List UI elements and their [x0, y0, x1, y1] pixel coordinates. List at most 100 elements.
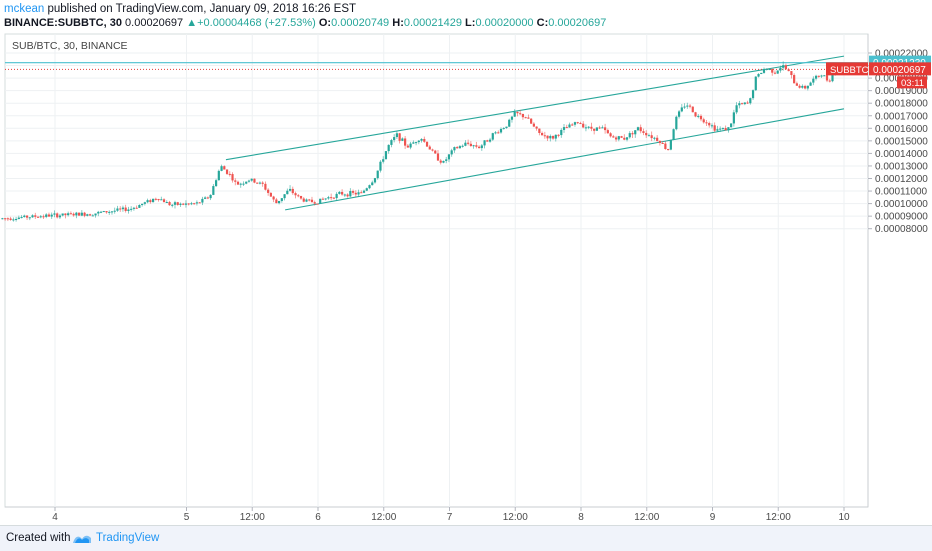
candle-body	[582, 123, 585, 128]
candle-body	[332, 197, 335, 199]
y-tick-label: 0.00010000	[875, 199, 928, 210]
candle-body	[288, 188, 292, 191]
candle	[532, 122, 535, 128]
candle	[371, 180, 374, 186]
candle-body	[740, 103, 744, 105]
candle	[636, 126, 640, 132]
candle-body	[458, 146, 462, 149]
y-tick-label: 0.00019000	[875, 86, 928, 97]
candle	[513, 109, 516, 118]
candle	[382, 156, 385, 164]
candle-body	[17, 217, 20, 219]
candle-body	[604, 127, 607, 131]
candle-body	[499, 128, 503, 133]
candle-body	[480, 145, 483, 149]
candle-body	[239, 183, 242, 185]
candle	[713, 122, 716, 133]
candle	[173, 200, 177, 209]
candle-body	[669, 139, 672, 150]
candle-body	[99, 211, 103, 213]
candle	[67, 211, 70, 217]
candle	[469, 141, 472, 147]
candle-body	[121, 207, 125, 210]
candle-body	[124, 207, 127, 211]
candle-body	[554, 134, 557, 139]
candle	[719, 126, 722, 132]
candle	[343, 193, 346, 198]
candle-body	[72, 213, 75, 216]
candle	[176, 201, 179, 206]
candle-body	[699, 115, 703, 120]
y-tick-label: 0.00017000	[875, 111, 928, 122]
candle	[458, 144, 462, 149]
candle-body	[508, 119, 511, 127]
candle	[69, 211, 72, 215]
candle-body	[639, 127, 642, 132]
x-tick-label: 12:00	[503, 512, 528, 523]
candle	[425, 141, 429, 147]
candle	[64, 213, 67, 219]
candle-body	[86, 214, 89, 216]
candle-body	[656, 137, 659, 141]
candle-body	[713, 125, 716, 131]
candle	[628, 131, 631, 139]
candle	[730, 123, 733, 128]
candle	[34, 212, 37, 219]
candle	[373, 177, 377, 184]
candle	[521, 113, 525, 120]
candle	[9, 216, 12, 221]
candle-body	[776, 70, 779, 74]
candle-body	[305, 199, 308, 202]
candle-body	[677, 111, 681, 117]
candle	[803, 84, 807, 90]
last-price-label-bg	[869, 62, 931, 76]
candle-body	[31, 215, 34, 218]
candle	[267, 188, 270, 196]
candle	[571, 123, 574, 126]
candle	[625, 137, 629, 142]
candle	[234, 178, 237, 186]
candle	[488, 137, 492, 143]
price-chart[interactable]: 0.000220000.000210000.000200000.00019000…	[0, 30, 932, 525]
candle-body	[412, 142, 415, 144]
candle	[669, 139, 672, 151]
candle-body	[245, 181, 248, 184]
countdown-timer: 03:11	[901, 78, 924, 89]
candle	[623, 134, 626, 141]
candle-body	[705, 122, 708, 124]
candle	[582, 121, 585, 129]
candle	[220, 164, 223, 172]
candle	[683, 103, 686, 110]
candle-body	[58, 215, 62, 218]
open-value: 0.00020749	[331, 17, 390, 29]
candle-body	[584, 127, 588, 129]
author-link[interactable]: mckean	[4, 3, 45, 15]
candle	[527, 114, 530, 119]
candle	[708, 121, 711, 128]
candle-body	[138, 205, 141, 208]
candle-body	[431, 149, 434, 151]
candle	[768, 68, 771, 71]
candle	[332, 197, 335, 200]
candle	[697, 114, 700, 119]
candle-body	[730, 123, 733, 128]
y-tick-label: 0.00008000	[875, 224, 928, 235]
candle-body	[319, 198, 322, 204]
candle	[143, 201, 146, 206]
candle	[61, 213, 64, 217]
candle	[75, 211, 78, 219]
candle	[620, 135, 623, 138]
candle	[494, 130, 497, 135]
y-tick-label: 0.00016000	[875, 124, 928, 135]
candle	[379, 160, 382, 173]
candle	[817, 75, 820, 78]
candle-body	[477, 146, 481, 149]
candle	[83, 211, 86, 218]
x-tick-label: 9	[710, 512, 716, 523]
candle-body	[88, 214, 92, 216]
candle-body	[393, 137, 396, 141]
candle	[445, 156, 448, 164]
candle-body	[176, 202, 179, 205]
tradingview-brand[interactable]: TradingView	[96, 532, 160, 544]
ohlc-line: BINANCE:SUBBTC, 30 0.00020697 ▲+0.000044…	[4, 16, 606, 30]
